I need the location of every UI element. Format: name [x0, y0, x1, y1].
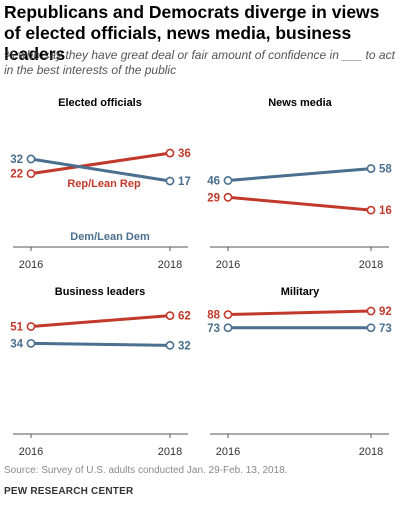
data-point [165, 311, 175, 321]
data-point [26, 154, 36, 164]
panel-title: Military [281, 286, 320, 298]
data-label: 34 [10, 338, 23, 350]
panel-title: News media [268, 97, 332, 109]
panel-title: Business leaders [55, 286, 146, 298]
data-point [26, 338, 36, 348]
data-label: 32 [178, 340, 191, 352]
data-point [366, 205, 376, 215]
organization-name: PEW RESEARCH CENTER [4, 486, 134, 497]
data-label: 16 [379, 205, 392, 217]
series-line [30, 157, 171, 183]
x-tick-label: 2016 [216, 446, 240, 458]
data-point [223, 323, 233, 333]
series-line [30, 341, 171, 347]
series-name-label: Dem/Lean Dem [70, 231, 150, 243]
data-point [366, 164, 376, 173]
x-tick-label: 2018 [359, 446, 383, 458]
data-label: 29 [207, 192, 220, 204]
series-line [30, 314, 171, 329]
x-tick-label: 2016 [19, 259, 43, 271]
data-label: 62 [178, 311, 191, 323]
data-label: 36 [178, 148, 191, 160]
data-point [165, 340, 175, 350]
data-point [366, 323, 376, 333]
data-point [223, 192, 233, 202]
data-label: 32 [10, 154, 23, 166]
data-point [366, 306, 376, 316]
data-label: 51 [10, 322, 23, 334]
x-tick-label: 2016 [216, 259, 240, 271]
source-note: Source: Survey of U.S. adults conducted … [4, 465, 288, 476]
data-label: 17 [178, 176, 191, 188]
data-point [26, 169, 36, 179]
data-point [223, 176, 233, 185]
data-point [223, 310, 233, 319]
x-tick-label: 2018 [359, 259, 383, 271]
x-tick-label: 2018 [158, 259, 182, 271]
x-tick-label: 2016 [19, 446, 43, 458]
series-line [30, 151, 171, 176]
chart-subtitle: % who say they have great deal or fair a… [4, 48, 395, 77]
series-line [227, 195, 372, 212]
data-label: 58 [379, 164, 392, 176]
data-label: 22 [10, 169, 23, 181]
data-label: 73 [379, 323, 392, 335]
data-label: 88 [207, 310, 220, 322]
series-line [227, 309, 372, 317]
chart-title: Republicans and Democrats diverge in vie… [4, 2, 380, 64]
panel-title: Elected officials [58, 97, 142, 109]
data-label: 73 [207, 323, 220, 335]
data-point [165, 176, 175, 186]
data-label: 92 [379, 306, 392, 318]
series-name-label: Rep/Lean Rep [67, 178, 141, 190]
series-line [227, 167, 372, 182]
data-point [26, 322, 36, 331]
x-tick-label: 2018 [158, 446, 182, 458]
data-point [165, 148, 175, 158]
data-label: 46 [207, 175, 220, 187]
